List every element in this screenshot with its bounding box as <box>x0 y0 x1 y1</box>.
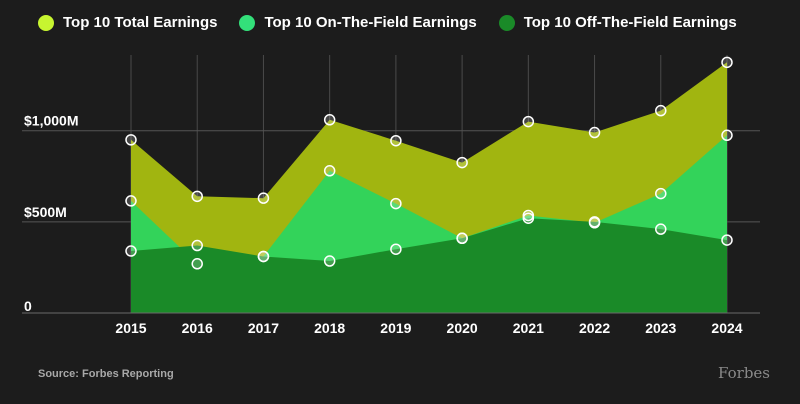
point-off-field-2022 <box>588 216 601 228</box>
legend-label-on-field: Top 10 On-The-Field Earnings <box>264 14 477 31</box>
point-total-2024 <box>721 56 733 69</box>
legend-item-total: Top 10 Total Earnings <box>38 14 217 31</box>
point-on-field-2015 <box>125 195 137 207</box>
point-off-field-2020 <box>456 232 468 245</box>
point-off-field-2024 <box>721 234 733 246</box>
legend-swatch-total <box>38 14 54 31</box>
x-tick-label-2018: 2018 <box>314 320 345 336</box>
legend-swatch-on-field <box>239 14 256 31</box>
x-tick-label-2017: 2017 <box>248 320 279 336</box>
point-total-2022 <box>588 126 601 139</box>
point-off-field-2023 <box>655 223 667 235</box>
point-off-field-2015 <box>125 245 137 257</box>
point-on-field-2023 <box>655 187 667 200</box>
point-on-field-2018 <box>323 165 336 177</box>
x-tick-label-2015: 2015 <box>115 320 146 336</box>
point-total-2018 <box>323 114 336 126</box>
forbes-logo: Forbes <box>718 364 770 382</box>
point-total-2015 <box>125 134 137 146</box>
x-tick-label-2020: 2020 <box>447 320 478 336</box>
legend-label-total: Top 10 Total Earnings <box>63 14 218 31</box>
area-off-field-earnings <box>131 218 727 313</box>
x-tick-label-2023: 2023 <box>645 320 676 336</box>
y-tick-label-500: $500M <box>24 204 67 220</box>
x-tick-label-2019: 2019 <box>380 320 411 336</box>
point-off-field-2017 <box>257 250 270 263</box>
point-total-2020 <box>456 156 468 169</box>
point-off-field-2018 <box>323 255 336 267</box>
point-off-field-2019 <box>390 243 402 255</box>
point-total-2017 <box>257 192 270 204</box>
point-total-2023 <box>655 104 667 117</box>
legend: Top 10 Total Earnings Top 10 On-The-Fiel… <box>38 14 759 31</box>
y-tick-label-0: 0 <box>24 298 32 314</box>
point-on-field-2024 <box>721 129 733 142</box>
x-tick-label-2021: 2021 <box>513 320 544 336</box>
point-total-2021 <box>522 115 535 128</box>
point-on-field-2016 <box>191 258 203 270</box>
legend-swatch-off-field <box>498 14 515 31</box>
point-on-field-2019 <box>390 197 402 210</box>
legend-item-on-field: Top 10 On-The-Field Earnings <box>239 14 477 31</box>
legend-item-off-field: Top 10 Off-The-Field Earnings <box>498 14 737 31</box>
x-tick-label-2024: 2024 <box>711 320 742 336</box>
point-total-2016 <box>191 190 203 203</box>
point-off-field-2021 <box>522 212 535 224</box>
x-tick-label-2022: 2022 <box>579 320 610 336</box>
point-total-2019 <box>390 134 402 147</box>
x-tick-label-2016: 2016 <box>182 320 213 336</box>
legend-label-off-field: Top 10 Off-The-Field Earnings <box>523 14 737 31</box>
point-off-field-2016 <box>191 239 203 252</box>
y-tick-label-1000: $1,000M <box>24 113 78 129</box>
source-note: Source: Forbes Reporting <box>38 368 174 380</box>
